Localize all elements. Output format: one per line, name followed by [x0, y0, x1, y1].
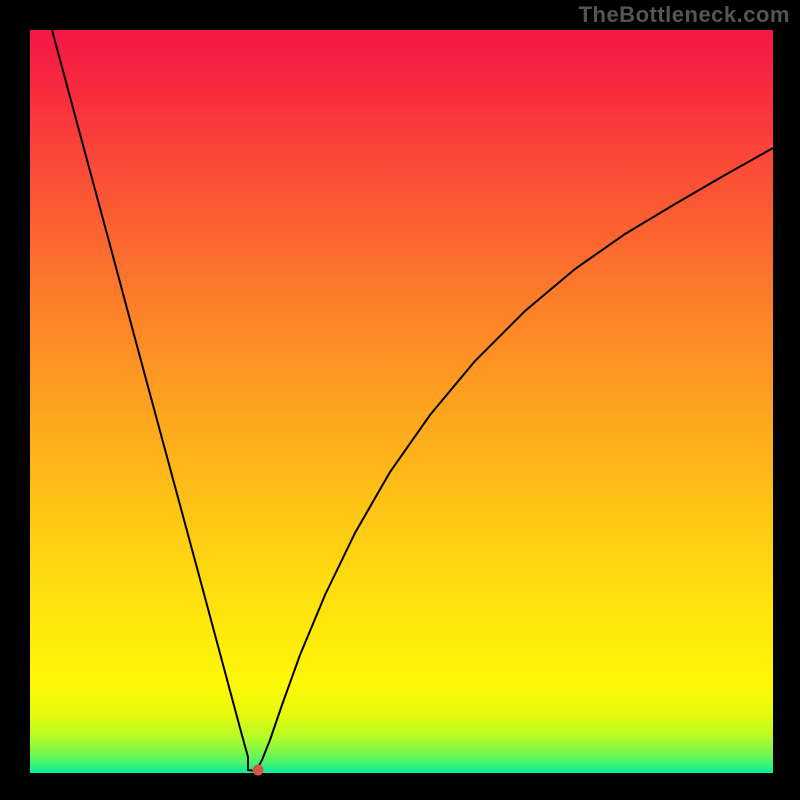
bottleneck-curve	[52, 30, 773, 771]
valley-marker	[253, 765, 264, 776]
plot-area	[30, 30, 773, 773]
chart-svg	[30, 30, 773, 773]
watermark-text: TheBottleneck.com	[579, 2, 790, 28]
